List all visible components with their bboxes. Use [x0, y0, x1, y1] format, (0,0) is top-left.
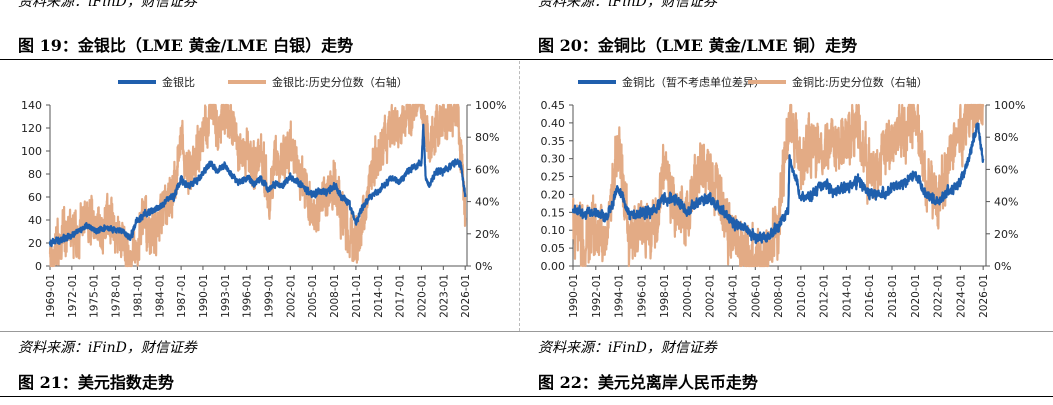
figure-19-title: 图 19：金银比（LME 黄金/LME 白银）走势 [18, 36, 354, 55]
y-tick-label: 40 [28, 214, 42, 227]
y-tick-label: 0.30 [541, 153, 566, 166]
y-tick-label: 0.05 [541, 242, 566, 255]
x-tick-label: 2023-01 [438, 274, 450, 318]
y-tick-label: 0.35 [541, 135, 566, 148]
x-tick-label: 2010-01 [796, 274, 808, 318]
x-tick-label: 2000-01 [682, 274, 694, 318]
y-tick-label: 80 [28, 168, 42, 181]
y2-tick-label: 100% [475, 99, 506, 112]
panel-divider [519, 61, 520, 331]
x-tick-label: 2026-01 [978, 274, 990, 318]
x-tick-label: 2012-01 [819, 274, 831, 318]
primary-series-line [571, 122, 985, 245]
x-tick-label: 2016-01 [864, 274, 876, 318]
y2-tick-label: 20% [994, 228, 1018, 241]
percentile-series-line [571, 103, 985, 268]
y2-tick-label: 0% [994, 260, 1011, 273]
x-tick-label: 2022-01 [933, 274, 945, 318]
y2-tick-label: 60% [475, 163, 499, 176]
x-tick-label: 2024-01 [955, 274, 967, 318]
x-tick-label: 1990-01 [198, 274, 210, 318]
figure-20-title: 图 20：金铜比（LME 黄金/LME 铜）走势 [538, 36, 858, 55]
primary-series-line [48, 123, 467, 248]
chart-bottom-border [0, 331, 1053, 332]
percentile-series-line [48, 103, 467, 268]
x-tick-label: 1975-01 [89, 274, 101, 318]
x-tick-label: 1999-01 [264, 274, 276, 318]
x-tick-label: 2002-01 [285, 274, 297, 318]
legend-label: 金银比:历史分位数（右轴） [272, 75, 408, 89]
x-tick-label: 1996-01 [242, 274, 254, 318]
y-tick-label: 0.00 [541, 260, 566, 273]
y-tick-label: 0.40 [541, 117, 566, 130]
x-tick-label: 1992-01 [591, 274, 603, 318]
x-tick-label: 1994-01 [614, 274, 626, 318]
x-tick-label: 1998-01 [659, 274, 671, 318]
source-note-bottom-left: 资料来源：iFinD，财信证券 [18, 340, 197, 356]
y-tick-label: 0.25 [541, 171, 566, 184]
x-tick-label: 2020-01 [910, 274, 922, 318]
figure-22-title: 图 22：美元兑离岸人民币走势 [538, 373, 758, 392]
y2-tick-label: 20% [475, 228, 499, 241]
x-tick-label: 1981-01 [132, 274, 144, 318]
x-tick-label: 2011-01 [351, 274, 363, 318]
x-tick-label: 2006-01 [750, 274, 762, 318]
x-tick-label: 2005-01 [307, 274, 319, 318]
y2-tick-label: 40% [475, 196, 499, 209]
legend-label: 金银比 [162, 75, 195, 89]
figure-21-title: 图 21：美元指数走势 [18, 373, 174, 392]
x-tick-label: 2026-01 [460, 274, 472, 318]
x-tick-label: 2004-01 [728, 274, 740, 318]
y-tick-label: 0 [35, 260, 42, 273]
chart-top-border [0, 59, 1053, 60]
y2-tick-label: 60% [994, 163, 1018, 176]
y2-tick-label: 0% [475, 260, 492, 273]
gold-copper-ratio-chart: 金铜比（暂不考虑单位差异） 金铜比:历史分位数（右轴） 0.00 0.05 0.10 0.… [541, 75, 1026, 318]
y-tick-label: 0.20 [541, 188, 566, 201]
y-tick-label: 140 [21, 99, 42, 112]
y-tick-label: 0.15 [541, 206, 566, 219]
x-tick-label: 1990-01 [568, 274, 580, 318]
x-tick-label: 2008-01 [773, 274, 785, 318]
x-tick-label: 1996-01 [636, 274, 648, 318]
y2-tick-label: 100% [994, 99, 1025, 112]
y2-tick-label: 80% [994, 131, 1018, 144]
x-tick-label: 2018-01 [887, 274, 899, 318]
bottom-rule [0, 396, 1053, 397]
x-tick-label: 1993-01 [220, 274, 232, 318]
legend-label: 金铜比:历史分位数（右轴） [792, 75, 928, 89]
y2-tick-label: 80% [475, 131, 499, 144]
x-tick-label: 2002-01 [705, 274, 717, 318]
x-tick-label: 2014-01 [373, 274, 385, 318]
x-tick-label: 2008-01 [329, 274, 341, 318]
x-tick-label: 1984-01 [154, 274, 166, 318]
x-tick-label: 1987-01 [176, 274, 188, 318]
legend-label: 金铜比（暂不考虑单位差异） [622, 75, 765, 89]
y-tick-label: 120 [21, 122, 42, 135]
source-note-top-right: 资料来源：iFinD，财信证券 [538, 0, 717, 10]
y-tick-label: 0.45 [541, 99, 566, 112]
y-tick-label: 100 [21, 145, 42, 158]
x-tick-label: 1972-01 [67, 274, 79, 318]
x-tick-label: 2014-01 [841, 274, 853, 318]
y-tick-label: 60 [28, 191, 42, 204]
x-tick-label: 2017-01 [395, 274, 407, 318]
x-tick-label: 1969-01 [45, 274, 57, 318]
source-note-top-left: 资料来源：iFinD，财信证券 [18, 0, 197, 10]
y-tick-label: 20 [28, 237, 42, 250]
x-tick-label: 1978-01 [111, 274, 123, 318]
x-tick-label: 2020-01 [416, 274, 428, 318]
gold-silver-ratio-chart: 金银比 金银比:历史分位数（右轴） 0 20 40 60 80 100 120 140 0% 20% 4… [21, 75, 506, 318]
y2-tick-label: 40% [994, 196, 1018, 209]
y-tick-label: 0.10 [541, 224, 566, 237]
source-note-bottom-right: 资料来源：iFinD，财信证券 [538, 340, 717, 356]
